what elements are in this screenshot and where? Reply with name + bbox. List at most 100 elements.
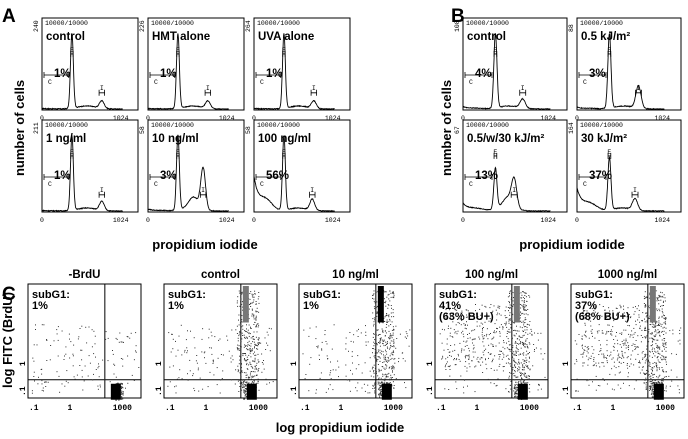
scatter-point (525, 373, 526, 375)
scatter-point (499, 356, 501, 358)
scatter-point (245, 331, 247, 333)
scatter-point (189, 370, 191, 372)
scatter-point (523, 306, 525, 308)
scatter-point (64, 355, 65, 357)
scatter-point (511, 291, 513, 293)
scatter-point (515, 390, 517, 392)
scatter-point (524, 292, 526, 294)
scatter-point (382, 341, 384, 342)
y-tick-label: 1 (290, 361, 299, 366)
x-tick-1024: 1024 (540, 217, 556, 224)
scatter-point (488, 334, 490, 336)
scatter-point (659, 348, 661, 350)
scatter-point (646, 348, 648, 350)
scatter-point (388, 293, 390, 295)
scatter-point (527, 367, 529, 369)
scatter-point (238, 290, 240, 292)
scatter-point (246, 348, 248, 350)
scatter-point (252, 371, 254, 373)
scatter-point (449, 335, 451, 337)
scatter-point (655, 290, 657, 292)
scatter-point (345, 364, 347, 366)
scatter-point (243, 353, 244, 355)
scatter-point (243, 380, 244, 382)
scatter-point (247, 329, 249, 331)
scatter-point (465, 361, 467, 363)
scatter-point (495, 385, 497, 387)
scatter-point (465, 316, 467, 318)
scatter-point (374, 387, 376, 389)
scatter-point (483, 354, 485, 356)
scatter-point (226, 335, 228, 337)
scatter-point (345, 337, 347, 339)
scatter-point (661, 305, 663, 307)
scatter-point (503, 354, 505, 356)
scatter-point (467, 310, 469, 312)
scatter-point (240, 341, 242, 343)
scatter-point (517, 349, 519, 350)
scatter-point (247, 349, 249, 351)
scatter-point (372, 348, 374, 349)
scatter-point (201, 338, 203, 340)
scatter-point (256, 368, 258, 370)
scatter-point (595, 375, 597, 377)
scatter-point (135, 351, 137, 353)
scatter-point (99, 384, 101, 386)
scatter-point (247, 377, 249, 379)
scatter-point (583, 334, 585, 336)
scatter-point (647, 311, 649, 313)
scatter-point (590, 355, 592, 357)
scatter-point (645, 387, 647, 389)
scatter-point (391, 321, 393, 323)
histogram-title: UVA alone (258, 31, 314, 43)
panel-c-xlabel: log propidium iodide (276, 420, 405, 435)
scatter-point (214, 336, 216, 338)
scatter-point (404, 336, 406, 338)
scatter-point (256, 323, 258, 325)
scatter-point (657, 356, 659, 357)
scatter-point (473, 338, 475, 340)
scatter-point (394, 362, 396, 364)
scatter-point (121, 383, 123, 384)
scatter-point (88, 355, 90, 357)
scatter-point (602, 378, 604, 380)
scatter-point (662, 355, 664, 357)
scatter-point (500, 314, 502, 316)
scatter-point (516, 393, 518, 395)
scatter-point (591, 308, 593, 310)
scatter-point (105, 331, 107, 333)
scatter-point (574, 340, 576, 342)
gate-i (519, 89, 527, 96)
scatter-point (255, 354, 257, 356)
scatter-point (508, 331, 509, 333)
scatter-point (374, 384, 376, 386)
scatter-point (659, 374, 661, 376)
scatter-point (355, 387, 357, 389)
scatter-point (241, 370, 242, 372)
scatter-point (479, 358, 481, 360)
scatter-point (649, 294, 651, 296)
scatter-point (647, 341, 649, 343)
scatter-point (524, 304, 526, 306)
scatter-point (461, 314, 463, 316)
scatter-point (187, 350, 188, 352)
scatter-point (356, 390, 358, 392)
scatter-point (480, 364, 482, 366)
dense-cluster (242, 286, 249, 323)
scatter-point (606, 383, 608, 385)
scatter-point (514, 370, 516, 371)
scatter-point (184, 349, 186, 351)
scatter-point (353, 334, 355, 336)
scatter-point (676, 376, 678, 378)
scatter-point (258, 369, 259, 371)
scatter-point (263, 360, 264, 361)
scatter-point (243, 334, 245, 336)
scatter-point (654, 331, 656, 333)
scatter-point (533, 350, 535, 352)
scatter-point (466, 340, 468, 342)
scatter-point (509, 307, 511, 309)
scatter-point (646, 296, 648, 298)
scatter-point (640, 341, 642, 343)
scatter-point (651, 341, 653, 343)
